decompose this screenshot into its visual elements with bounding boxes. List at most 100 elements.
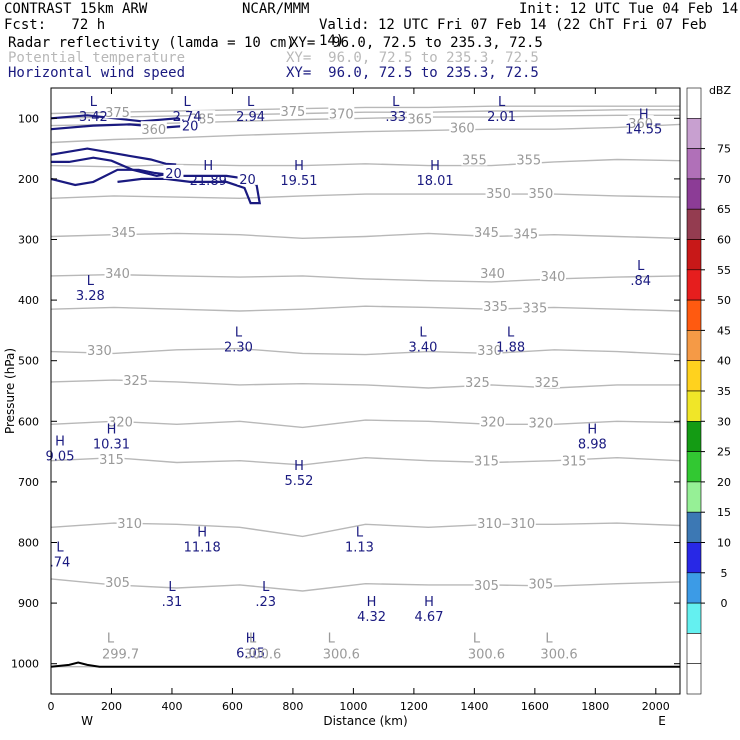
wind-extremum-marker: L [356,525,364,540]
theta-label: 375 [281,105,306,120]
theta-contour-355 [50,158,681,168]
wind-extremum-value: 4.67 [415,610,444,625]
x-tick-label: 1000 [339,700,367,713]
wind-extremum-marker: L [247,95,255,110]
wind-extremum-marker: L [498,95,506,110]
colorbar-swatch [686,299,702,331]
theta-label: 310 [510,517,535,532]
wind-extremum-value: 19.51 [280,174,317,189]
theta-label: 325 [123,374,148,389]
theta-contour-375 [50,105,680,115]
wind-extremum-value: 1.88 [496,340,525,355]
theta-label: 310 [117,517,142,532]
theta-label-bg [104,264,131,279]
x-right-label: E [658,714,666,728]
colorbar-label: 60 [717,234,731,247]
wind-label-bg [180,117,201,132]
theta-label: 310 [477,517,502,532]
theta-label-bg [479,413,506,428]
plot-frame [50,87,681,695]
field-xy-reflectivity: XY= 96.0, 72.5 to 235.3, 72.5 [290,35,543,51]
colorbar-label: 10 [717,537,731,550]
theta-label-bg [627,115,654,130]
wind-extremum-value: .31 [162,595,183,610]
wind-extremum-value: 1.13 [345,540,374,555]
theta-label: 360 [141,123,166,138]
wind-extremum-value: 3.42 [79,110,108,125]
wind-extremum-marker: H [55,435,65,450]
center-title: NCAR/MMM [242,1,310,17]
colorbar-swatch [686,178,702,210]
init-time: Init: 12 UTC Tue 04 Feb 14 [519,1,739,17]
wind-extremum-value: .23 [255,595,276,610]
colorbar-label: 45 [717,324,731,337]
theta-label-bg [482,298,509,313]
theta-label-bg [533,373,560,388]
wind-extremum-value: 11.18 [184,540,221,555]
theta-label: 355 [462,154,487,169]
theta-extremum-value: 300.6 [244,648,281,663]
theta-label: 350 [528,187,553,202]
colorbar-label: 25 [717,446,731,459]
colorbar-swatch [686,390,702,422]
wind-extremum-marker: H [639,107,649,122]
theta-label-bg [476,341,503,356]
wind-extremum-marker: L [87,274,95,289]
theta-label: 370 [329,107,354,122]
wind-extremum-marker: H [203,159,213,174]
colorbar-swatch [686,602,702,634]
wind-extremum-marker: L [56,541,64,556]
field-name-wind: Horizontal wind speed [8,65,186,81]
wind-extremum-value: 10.31 [93,437,130,452]
y-tick-label: 300 [18,234,39,247]
colorbar-swatch [686,511,702,543]
theta-label: 330 [477,344,502,359]
theta-label-bg [521,299,548,314]
colorbar-label: 70 [717,173,731,186]
theta-contour-360 [50,123,681,144]
wind-extremum-marker: L [262,580,270,595]
colorbar-label: 20 [717,476,731,489]
colorbar-swatch [686,572,702,604]
wind-extremum-value: 5.52 [284,474,313,489]
theta-extremum-marker: L [107,632,115,647]
wind-extremum-marker: L [392,95,400,110]
wind-extremum-marker: H [294,159,304,174]
theta-label: 340 [105,267,130,282]
wind-extremum-value: .33 [385,110,406,125]
wind-label-bg [237,170,258,185]
colorbar-swatch [686,633,702,665]
wind-extremum-value: 18.01 [416,174,453,189]
wind-extremum-marker: L [235,325,243,340]
theta-label-bg [527,184,554,199]
colorbar-swatch [686,542,702,574]
theta-contour-320 [50,419,681,429]
wind-extremum-value: 21.89 [190,174,227,189]
wind-extremum-marker: L [168,580,176,595]
wind-extremum-marker: H [587,422,597,437]
wind-extremum-marker: H [197,525,207,540]
y-tick-label: 500 [18,355,39,368]
wind-extremum-value: 8.98 [578,437,607,452]
wind-extremum-marker: L [507,325,515,340]
wind-extremum-marker: L [183,95,191,110]
wind-extremum-marker: L [637,259,645,274]
theta-label: 360 [628,117,653,132]
y-tick-label: 700 [18,476,39,489]
colorbar-unit: dBZ [709,84,732,97]
wind-extremum-value: 2.74 [173,110,202,125]
theta-label-bg [279,103,306,118]
colorbar-swatch [686,451,702,483]
colorbar-swatch [686,330,702,361]
colorbar-swatch [686,148,702,180]
y-tick-label: 600 [18,415,39,428]
theta-label: 365 [408,112,433,127]
y-axis-label: Pressure (hPa) [3,348,17,434]
wind-extremum-marker: L [90,95,98,110]
theta-label: 335 [522,301,547,316]
colorbar-swatch [686,663,702,695]
colorbar-label: 55 [717,264,731,277]
terrain-line [50,661,680,668]
